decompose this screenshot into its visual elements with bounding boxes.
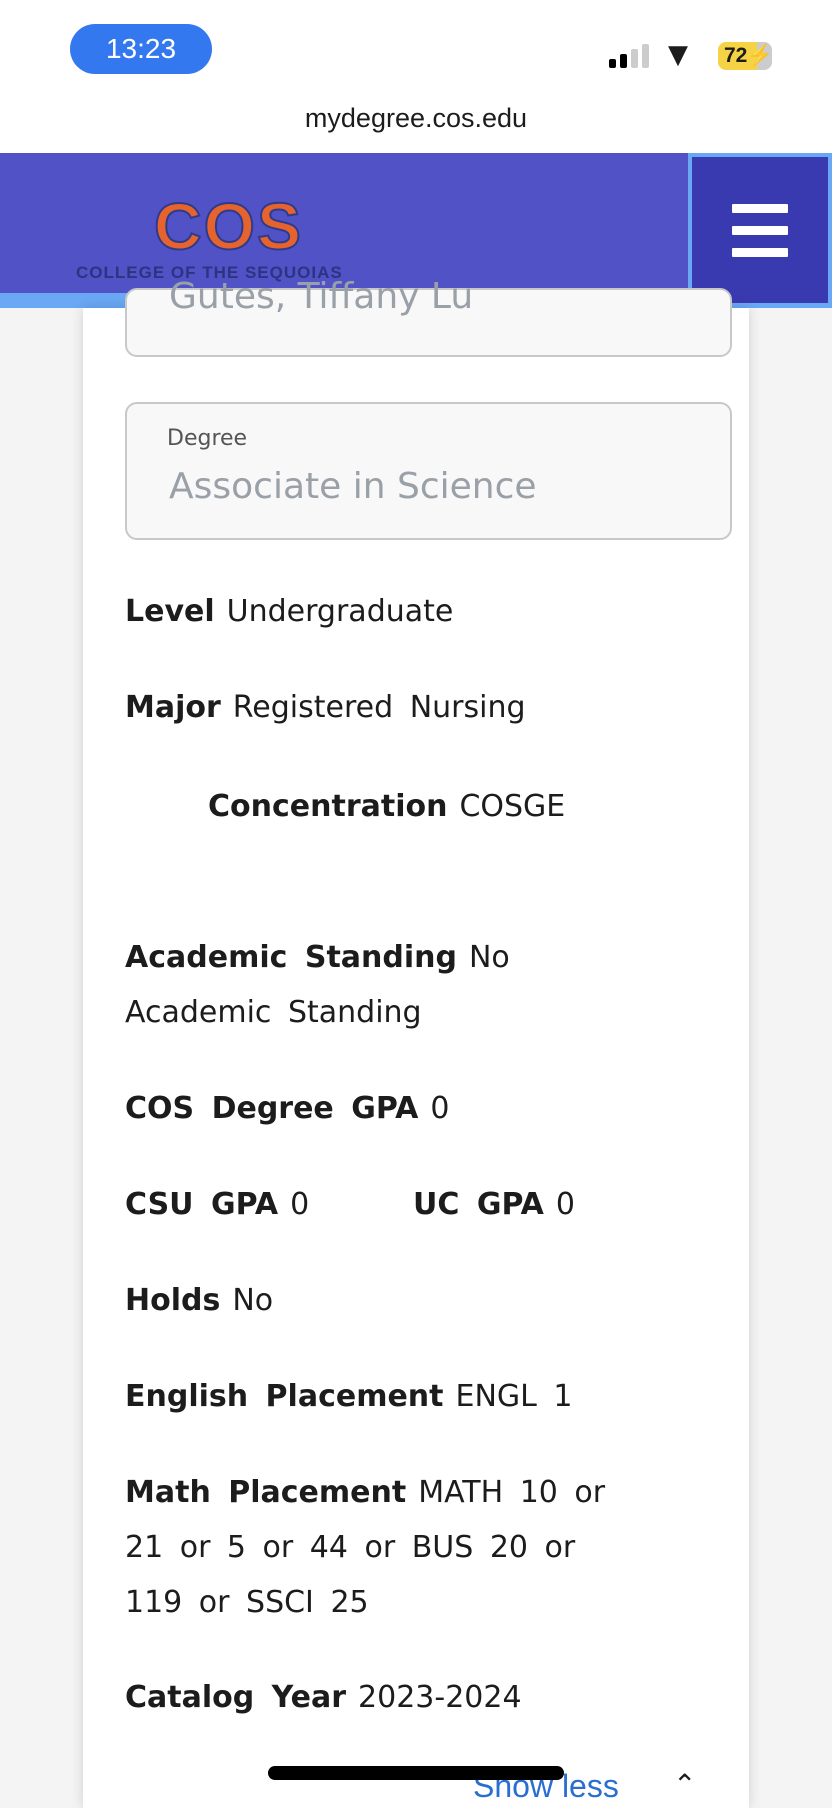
detail-value: ENGL 1 [455,1379,573,1414]
detail-value: 2023-2024 [358,1680,522,1715]
detail-value: COSGE [459,789,566,824]
detail-label: Catalog Year [125,1680,347,1715]
catalog-year-row: Catalog Year 2023-2024 [125,1670,695,1725]
detail-label: Math Placement [125,1475,407,1510]
detail-value: 0 [555,1187,575,1222]
detail-value: No Academic Standing [125,940,510,1030]
uc-gpa-row: UC GPA 0 [413,1177,713,1232]
signal-icon [609,44,649,68]
battery-level: 72 [724,44,748,67]
english-placement-row: English Placement ENGL 1 [125,1369,695,1424]
logo-text: COS [153,189,304,263]
site-header: COS COLLEGE OF THE SEQUOIAS [0,153,832,308]
detail-label: Major [125,690,221,725]
detail-label: COS Degree GPA [125,1091,419,1126]
student-name: Gutes, Tiffany Lu [169,276,474,317]
academic-standing-row: Academic Standing No Academic Standing [125,930,585,1040]
major-row: Major Registered Nursing [125,680,695,735]
cos-gpa-row: COS Degree GPA 0 [125,1081,695,1136]
concentration-row: Concentration COSGE [208,779,778,834]
detail-value: 0 [290,1187,310,1222]
detail-label: CSU GPA [125,1187,279,1222]
home-indicator [268,1766,564,1780]
logo-subtitle: COLLEGE OF THE SEQUOIAS [76,263,343,282]
detail-label: Level [125,594,215,629]
detail-label: Concentration [208,789,448,824]
detail-label: Holds [125,1283,221,1318]
holds-row: Holds No [125,1273,695,1328]
math-placement-row: Math Placement MATH 10 or 21 or 5 or 44 o… [125,1465,625,1630]
detail-value: Registered Nursing [232,690,526,725]
hamburger-menu-button[interactable] [692,157,828,303]
detail-value: No [232,1283,274,1318]
status-bar: 13:23 ▼ 72 ⚡ [0,0,832,90]
wifi-icon: ▼ [668,40,688,70]
detail-value: 0 [430,1091,450,1126]
level-row: Level Undergraduate [125,584,695,639]
chevron-up-icon[interactable]: ⌃ [673,1768,697,1801]
degree-label: Degree [167,426,248,451]
degree-value: Associate in Science [169,466,537,507]
detail-label: UC GPA [413,1187,544,1222]
student-info-card: Gutes, Tiffany Lu Degree Associate in Sc… [83,276,749,1808]
csu-gpa-row: CSU GPA 0 [125,1177,695,1232]
battery-icon: 72 ⚡ [718,42,774,70]
url-bar[interactable]: mydegree.cos.edu [0,90,832,153]
clock: 13:23 [70,24,212,74]
detail-value: MATH 10 or 21 or 5 or 44 or BUS 20 or 11… [125,1475,606,1620]
student-name-field[interactable]: Gutes, Tiffany Lu [125,276,732,357]
detail-value: Undergraduate [226,594,454,629]
detail-label: English Placement [125,1379,444,1414]
detail-label: Academic Standing [125,940,457,975]
degree-field[interactable]: Degree Associate in Science [125,402,732,540]
